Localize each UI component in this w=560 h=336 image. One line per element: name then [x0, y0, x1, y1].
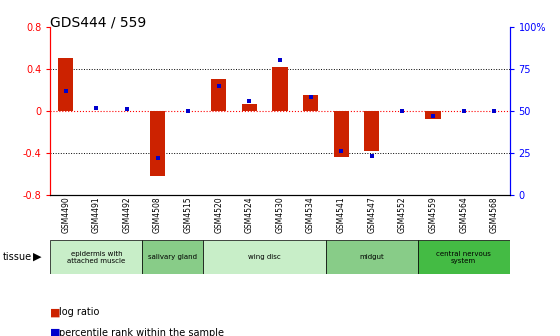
Bar: [203, 240, 326, 274]
Text: ■: ■: [50, 307, 61, 318]
Text: wing disc: wing disc: [248, 254, 281, 260]
Bar: [211, 79, 226, 111]
Bar: [272, 67, 288, 111]
Bar: [334, 111, 349, 157]
Text: log ratio: log ratio: [59, 307, 99, 318]
Text: percentile rank within the sample: percentile rank within the sample: [59, 328, 224, 336]
Bar: [418, 240, 510, 274]
Text: midgut: midgut: [360, 254, 384, 260]
Bar: [326, 240, 418, 274]
Bar: [58, 58, 73, 111]
Text: ■: ■: [50, 328, 61, 336]
Bar: [426, 111, 441, 119]
Bar: [242, 103, 257, 111]
Text: central nervous
system: central nervous system: [436, 251, 491, 263]
Bar: [303, 95, 318, 111]
Bar: [50, 240, 142, 274]
Text: ▶: ▶: [32, 252, 41, 262]
Bar: [150, 111, 165, 176]
Text: tissue: tissue: [3, 252, 32, 262]
Bar: [142, 240, 203, 274]
Text: salivary gland: salivary gland: [148, 254, 197, 260]
Text: epidermis with
attached muscle: epidermis with attached muscle: [67, 251, 125, 263]
Bar: [364, 111, 380, 151]
Text: GDS444 / 559: GDS444 / 559: [50, 15, 147, 29]
